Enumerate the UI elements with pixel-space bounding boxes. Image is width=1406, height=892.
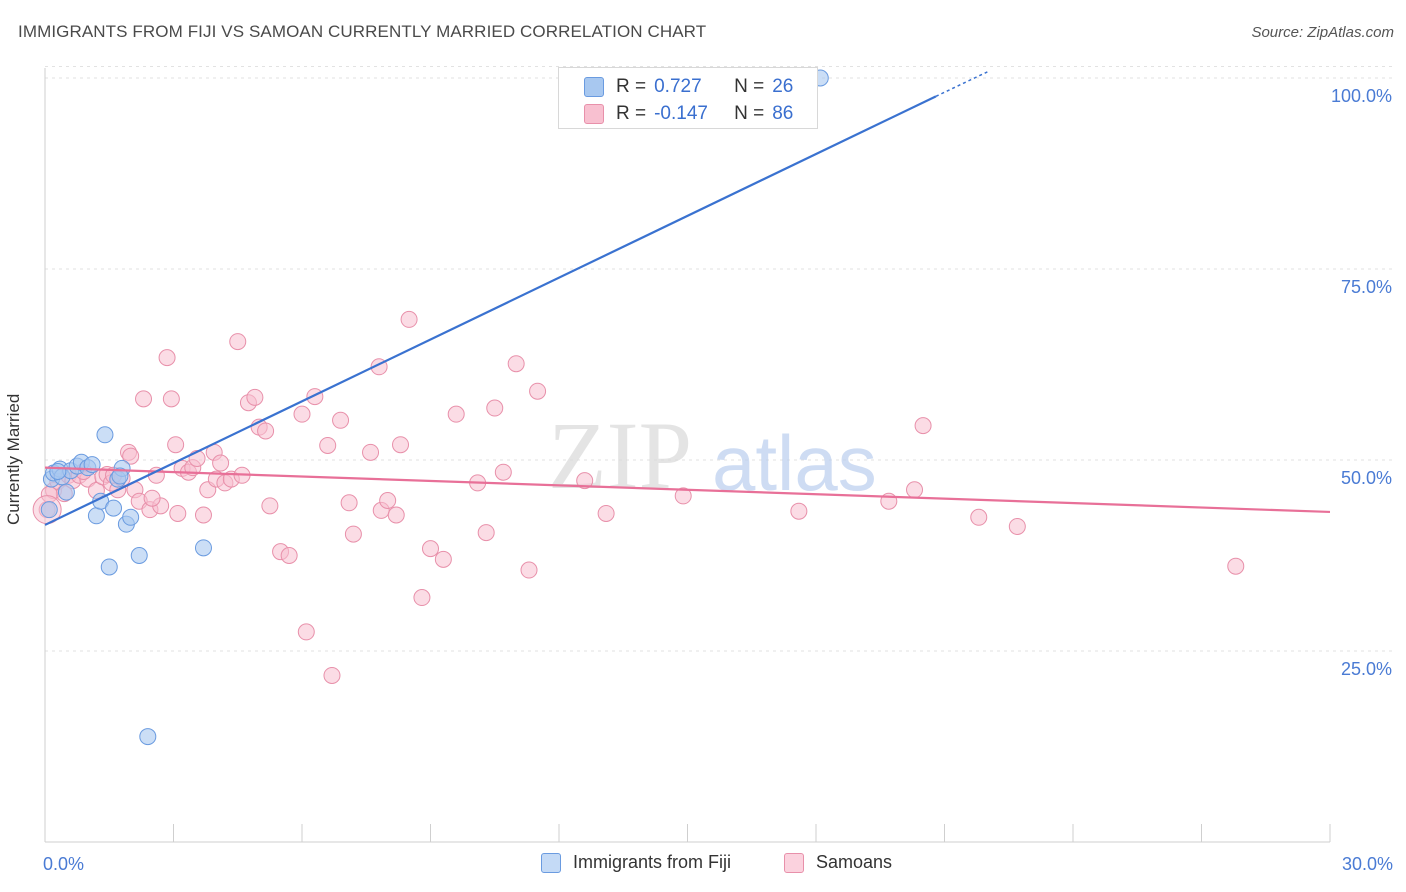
- r-label-fiji: R =: [616, 76, 647, 97]
- samoan-point: [422, 540, 439, 558]
- samoan-trend-line: [44, 466, 1331, 514]
- legend-swatch-samoans: [584, 104, 604, 124]
- r-value-fiji: 0.727: [654, 76, 702, 97]
- samoan-point: [246, 388, 264, 406]
- samoan-point: [319, 436, 337, 454]
- legend-label-fiji: Immigrants from Fiji: [573, 852, 732, 872]
- chart-title: IMMIGRANTS FROM FIJI VS SAMOAN CURRENTLY…: [18, 22, 707, 41]
- samoan-point: [597, 504, 615, 522]
- fiji-point: [49, 462, 67, 480]
- samoan-point: [1227, 557, 1245, 575]
- samoan-point: [340, 494, 358, 512]
- n-label-fiji: N =: [734, 76, 765, 97]
- samoan-point: [447, 405, 465, 423]
- samoan-point: [400, 310, 418, 328]
- fiji-trend-extension: [935, 71, 988, 98]
- samoan-point: [379, 491, 397, 509]
- x-tick-labels: 0.0% 30.0%: [43, 854, 1393, 874]
- n-value-samoans: 86: [772, 103, 794, 124]
- samoan-point: [674, 487, 692, 505]
- trend-lines: [44, 71, 1331, 526]
- fiji-point: [122, 508, 140, 526]
- samoan-point: [392, 436, 410, 454]
- samoan-point: [194, 506, 212, 524]
- y-axis-label: Currently Married: [4, 393, 23, 525]
- x-tick-label-max: 30.0%: [1342, 854, 1393, 874]
- legend-swatch-fiji: [584, 77, 604, 97]
- samoan-point: [970, 508, 988, 526]
- samoan-point: [413, 589, 431, 607]
- samoan-point: [143, 489, 161, 507]
- samoan-point: [257, 422, 275, 440]
- fiji-point: [111, 467, 129, 485]
- legend-label-samoans: Samoans: [816, 852, 893, 872]
- samoan-point: [906, 481, 924, 499]
- samoan-point: [520, 561, 538, 579]
- y-tick-labels: 25.0% 50.0% 75.0% 100.0%: [1331, 86, 1392, 679]
- samoan-point: [434, 550, 452, 568]
- samoan-point: [914, 417, 932, 435]
- n-label-samoans: N =: [734, 103, 765, 124]
- y-tick-label-100: 100.0%: [1331, 86, 1392, 106]
- samoan-point: [162, 390, 180, 408]
- fiji-point: [40, 501, 58, 519]
- y-tick-label-50: 50.0%: [1341, 468, 1392, 488]
- samoan-point: [212, 454, 230, 472]
- fiji-point: [57, 483, 75, 501]
- watermark-zip: ZIP: [548, 402, 692, 509]
- samoan-point: [332, 411, 350, 429]
- samoan-point: [477, 524, 495, 542]
- correlation-legend: R = 0.727 N = 26 R = -0.147 N = 86: [558, 67, 818, 129]
- n-value-fiji: 26: [772, 76, 794, 97]
- legend-item-samoans: Samoans: [784, 852, 892, 873]
- series-legend: Immigrants from Fiji Samoans: [0, 852, 1406, 878]
- y-tick-label-25: 25.0%: [1341, 659, 1392, 679]
- axes: [44, 68, 1331, 843]
- samoan-point: [169, 504, 187, 522]
- source-credit: Source: ZipAtlas.com: [1251, 24, 1394, 41]
- samoan-point: [486, 399, 504, 417]
- samoan-point: [167, 436, 185, 454]
- samoan-point: [387, 506, 405, 524]
- fiji-point: [96, 426, 114, 444]
- samoan-point: [576, 472, 594, 490]
- y-tick-label-75: 75.0%: [1341, 277, 1392, 297]
- samoan-point: [529, 382, 547, 400]
- legend-item-fiji: Immigrants from Fiji: [541, 852, 731, 873]
- samoan-point: [362, 443, 380, 461]
- fiji-point: [194, 539, 212, 557]
- samoan-point: [323, 666, 341, 684]
- legend-swatch-fiji-bottom: [541, 852, 561, 873]
- legend-row-fiji: R = 0.727 N = 26: [584, 76, 793, 98]
- fiji-point: [139, 728, 157, 746]
- fiji-point: [130, 547, 148, 564]
- samoan-point: [507, 355, 525, 373]
- samoan-point: [122, 447, 140, 465]
- r-label-samoans: R =: [616, 103, 647, 124]
- series-immigrants-from-fiji: [40, 69, 829, 746]
- fiji-point: [87, 507, 105, 525]
- fiji-point: [105, 499, 123, 517]
- samoan-point: [280, 547, 298, 564]
- samoan-point: [293, 405, 311, 423]
- samoan-point: [261, 497, 279, 515]
- x-tick-label-min: 0.0%: [43, 854, 84, 874]
- samoan-point: [297, 623, 315, 641]
- legend-row-samoans: R = -0.147 N = 86: [584, 103, 793, 125]
- samoan-point: [158, 349, 176, 367]
- fiji-trend-line: [44, 95, 937, 526]
- fiji-point: [100, 558, 118, 576]
- grid-lines: [45, 66, 1392, 652]
- watermark: ZIP atlas: [548, 402, 877, 509]
- samoan-point: [790, 502, 808, 520]
- legend-swatch-samoans-bottom: [784, 852, 804, 873]
- samoan-point: [1008, 517, 1026, 535]
- samoan-point: [135, 390, 153, 408]
- samoan-point: [494, 463, 512, 481]
- samoan-point: [306, 388, 324, 406]
- samoan-point: [344, 525, 362, 543]
- samoan-point: [229, 333, 247, 351]
- r-value-samoans: -0.147: [654, 103, 708, 124]
